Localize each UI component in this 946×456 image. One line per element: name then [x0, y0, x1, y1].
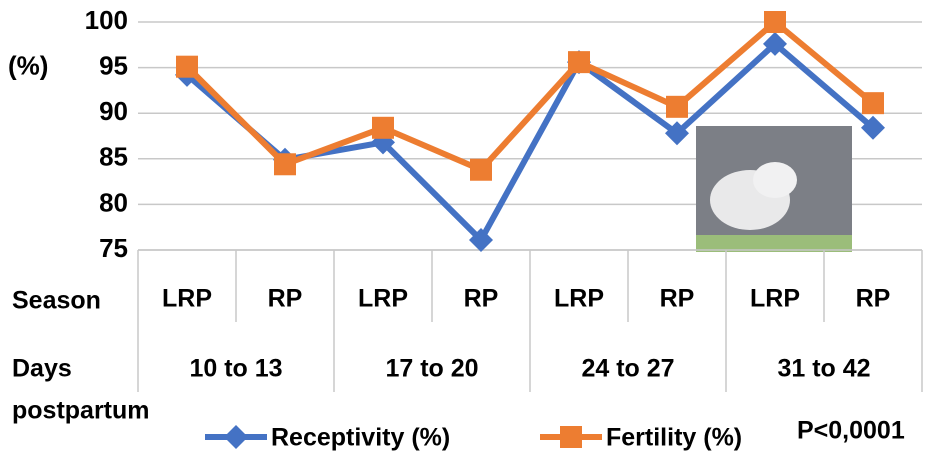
y-tick-label: 75: [99, 233, 128, 263]
legend-marker: [560, 426, 582, 448]
legend-label: Receptivity (%): [271, 424, 450, 452]
marker: [666, 96, 688, 118]
x-tick-label: RP: [464, 285, 499, 313]
marker: [372, 117, 394, 139]
page: {"chart_data": {"type": "line", "y_label…: [0, 0, 946, 456]
marker: [764, 11, 786, 33]
y-tick-label: 90: [99, 96, 128, 126]
marker: [176, 56, 198, 78]
y-axis-label: (%): [8, 50, 48, 80]
x-tick-label: RP: [660, 285, 695, 313]
marker: [862, 92, 884, 114]
x-tick-label: RP: [856, 285, 891, 313]
row-label: Season: [12, 287, 101, 315]
x-tick-label: RP: [268, 285, 303, 313]
marker: [568, 51, 590, 73]
y-tick-label: 80: [99, 187, 128, 217]
row-label: postpartum: [12, 397, 150, 425]
group-label: 31 to 42: [777, 355, 870, 383]
row-label: Days: [12, 355, 72, 383]
annotation: P<0,0001: [797, 417, 905, 445]
chart: 75 80 85 90 95 100 (%) LRP RP LRP RP LRP RP LRP RP 10 t…: [0, 0, 946, 456]
y-tick-label: 85: [99, 142, 128, 172]
y-tick-label: 95: [99, 50, 128, 80]
legend-label: Fertility (%): [606, 424, 742, 452]
marker: [470, 159, 492, 181]
group-label: 10 to 13: [189, 355, 282, 383]
x-tick-label: LRP: [750, 285, 800, 313]
y-tick-label: 100: [85, 5, 128, 35]
group-label: 24 to 27: [581, 355, 674, 383]
marker: [274, 153, 296, 175]
x-tick-label: LRP: [358, 285, 408, 313]
x-tick-label: LRP: [162, 285, 212, 313]
rabbit-photo-detail: [753, 162, 797, 198]
group-label: 17 to 20: [385, 355, 478, 383]
legend-marker: [224, 425, 248, 449]
x-tick-label: LRP: [554, 285, 604, 313]
